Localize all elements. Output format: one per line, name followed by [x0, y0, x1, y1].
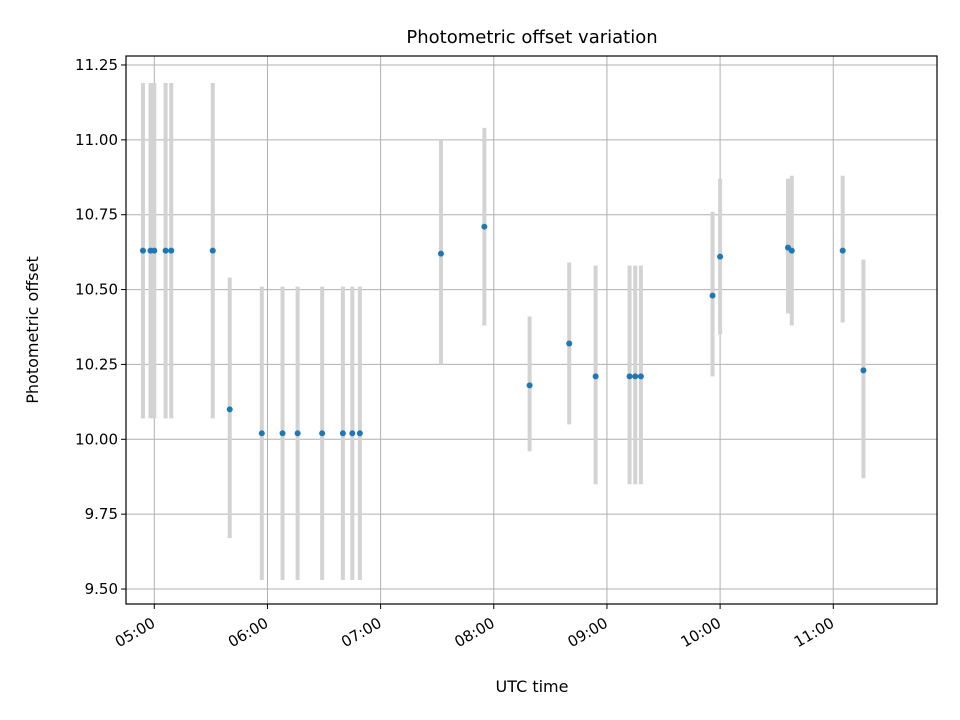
y-tick-label: 10.50	[75, 281, 118, 299]
data-point	[139, 247, 146, 254]
data-point	[788, 247, 795, 254]
data-point	[168, 247, 175, 254]
data-point	[162, 247, 169, 254]
data-point	[839, 247, 846, 254]
y-tick-label: 11.25	[75, 56, 118, 74]
data-point	[632, 373, 639, 380]
data-point	[294, 430, 301, 437]
data-point	[319, 430, 326, 437]
plot-frame	[125, 55, 938, 605]
data-point	[226, 406, 233, 413]
data-points	[139, 223, 867, 437]
data-point	[437, 250, 444, 257]
data-point	[626, 373, 633, 380]
data-point	[151, 247, 158, 254]
chart-title: Photometric offset variation	[406, 27, 657, 48]
y-axis-ticks: 9.50 9.75 10.00 10.25 10.50 10.75 11.00 11.25	[75, 56, 126, 598]
data-point	[709, 292, 716, 299]
data-point	[566, 340, 573, 347]
data-point	[209, 247, 216, 254]
data-point	[258, 430, 265, 437]
y-tick-label: 9.75	[85, 505, 118, 523]
y-tick-label: 10.00	[75, 430, 118, 448]
data-point	[279, 430, 286, 437]
data-point	[526, 382, 533, 389]
y-tick-label: 11.00	[75, 131, 118, 149]
y-tick-label: 10.25	[75, 355, 118, 373]
data-point	[592, 373, 599, 380]
data-point	[717, 253, 724, 260]
data-point	[860, 367, 867, 374]
data-point	[356, 430, 363, 437]
data-point	[339, 430, 346, 437]
y-tick-label: 10.75	[75, 206, 118, 224]
data-point	[349, 430, 356, 437]
y-axis-title: Photometric offset	[23, 256, 42, 404]
data-point	[637, 373, 644, 380]
x-axis-title: UTC time	[496, 677, 569, 696]
data-point	[481, 223, 488, 230]
y-tick-label: 9.50	[85, 580, 118, 598]
